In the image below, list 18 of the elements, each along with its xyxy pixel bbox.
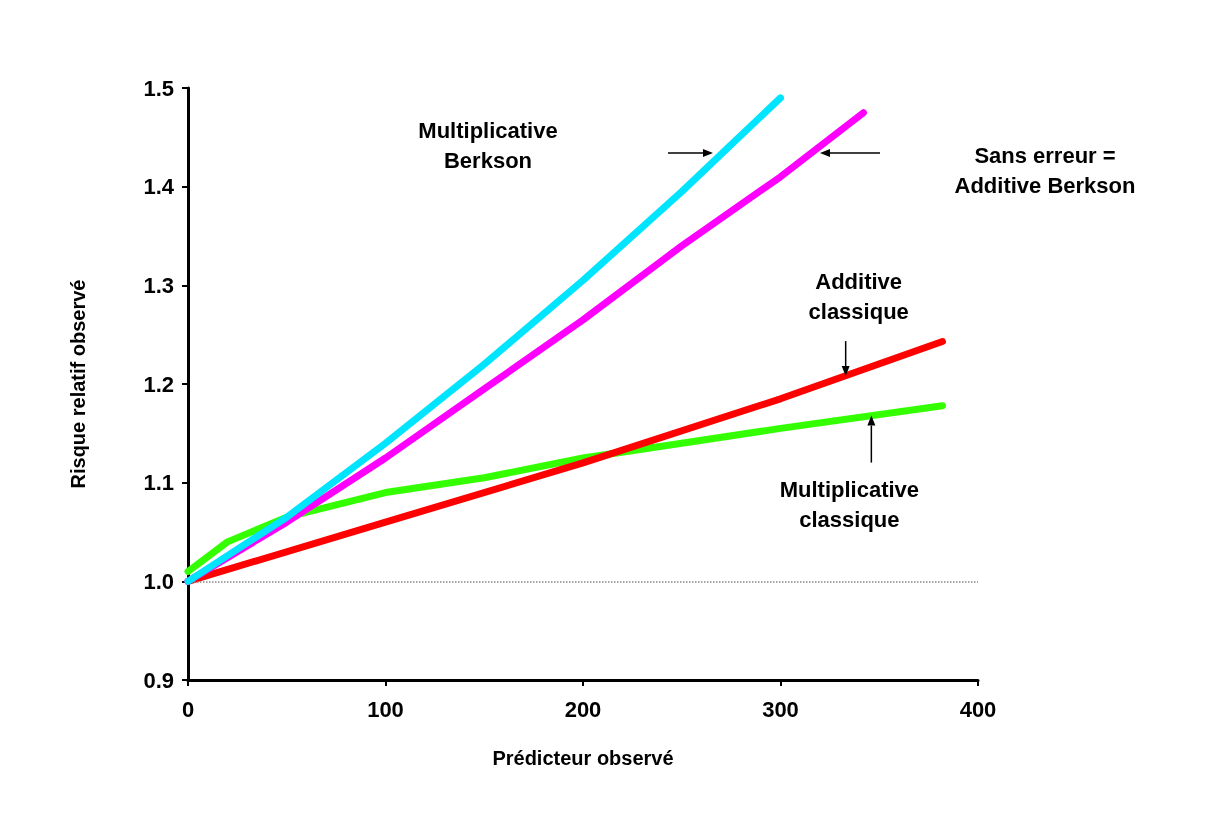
- y-tick-label: 1.0: [143, 568, 174, 594]
- x-tick-label: 400: [959, 696, 997, 722]
- x-axis-title: Prédicteur observé: [492, 747, 674, 769]
- annotation: Multiplicative classique: [779, 477, 920, 533]
- x-tick-label: 200: [564, 696, 602, 722]
- annotation: Sans erreur = Additive Berkson: [954, 142, 1136, 198]
- annotation: Multiplicative Berkson: [418, 117, 558, 173]
- x-tick-label: 300: [762, 696, 799, 722]
- y-tick-label: 1.4: [143, 174, 175, 200]
- y-tick-label: 1.1: [143, 470, 174, 496]
- y-tick-label: 1.5: [143, 75, 174, 101]
- y-tick-label: 0.9: [143, 667, 174, 693]
- x-tick-label: 0: [181, 696, 195, 722]
- y-axis-title: Risque relatif observé: [67, 279, 89, 489]
- x-tick-label: 100: [367, 696, 404, 722]
- y-tick-label: 1.3: [143, 272, 174, 298]
- y-tick-label: 1.2: [143, 371, 174, 397]
- annotation: Additive classique: [808, 268, 909, 324]
